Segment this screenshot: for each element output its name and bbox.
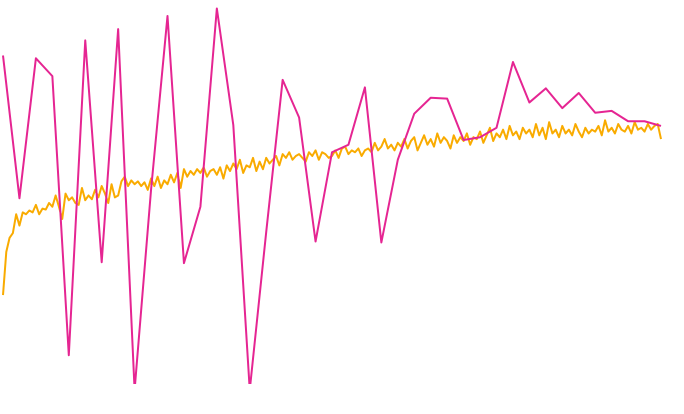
series-line (2, 119, 662, 296)
series-line (2, 7, 662, 384)
plot-area (2, 7, 662, 384)
